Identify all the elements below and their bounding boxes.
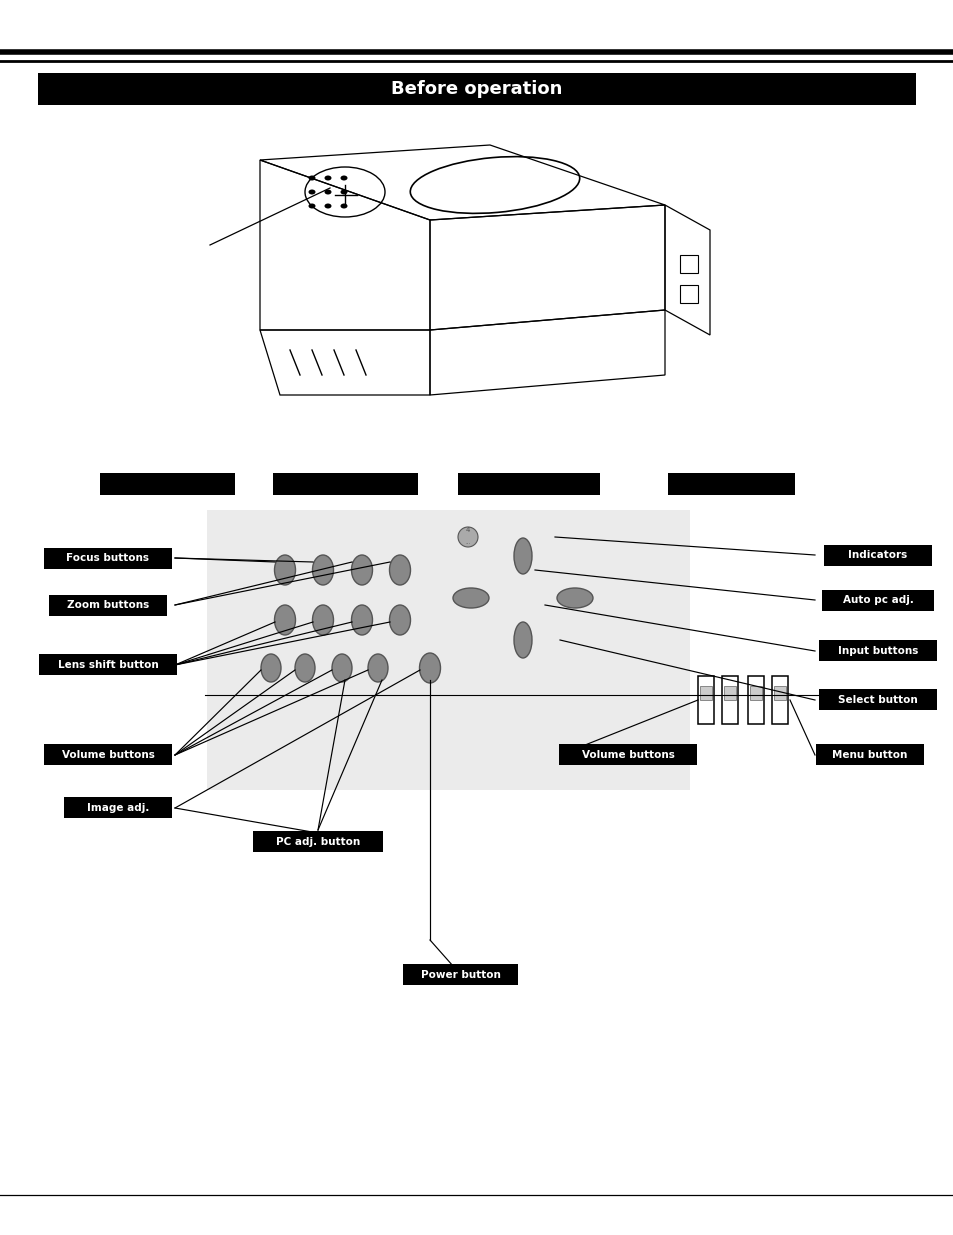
Bar [558, 745, 697, 766]
Text: Menu button: Menu button [831, 750, 906, 760]
Ellipse shape [453, 588, 489, 608]
Bar [44, 547, 172, 568]
Bar [64, 798, 172, 819]
Ellipse shape [261, 655, 281, 682]
Bar [815, 745, 923, 766]
Ellipse shape [514, 538, 532, 574]
Ellipse shape [308, 204, 315, 209]
Ellipse shape [389, 555, 410, 585]
Ellipse shape [389, 605, 410, 635]
Bar [821, 589, 933, 610]
Bar [44, 745, 172, 766]
Bar [100, 473, 234, 495]
Bar [723, 685, 735, 700]
Text: Volume buttons: Volume buttons [581, 750, 674, 760]
Bar [207, 510, 689, 790]
Bar [698, 676, 713, 724]
Ellipse shape [557, 588, 593, 608]
Bar [749, 685, 761, 700]
Text: Lens shift button: Lens shift button [57, 659, 158, 671]
Ellipse shape [340, 189, 347, 194]
Ellipse shape [313, 555, 334, 585]
Ellipse shape [324, 175, 331, 180]
Ellipse shape [324, 189, 331, 194]
Text: Focus buttons: Focus buttons [67, 553, 150, 563]
Ellipse shape [419, 653, 440, 683]
Ellipse shape [457, 527, 477, 547]
Ellipse shape [274, 555, 295, 585]
Bar [403, 965, 518, 986]
Text: Zoom buttons: Zoom buttons [67, 600, 149, 610]
Ellipse shape [340, 204, 347, 209]
Bar [273, 473, 417, 495]
Text: PC adj. button: PC adj. button [275, 837, 359, 847]
Bar [721, 676, 738, 724]
Ellipse shape [340, 175, 347, 180]
Text: Volume buttons: Volume buttons [62, 750, 154, 760]
Text: 4: 4 [465, 527, 470, 534]
Bar [39, 655, 177, 676]
Bar [679, 254, 698, 273]
Bar [818, 641, 936, 662]
Bar [49, 594, 167, 615]
Bar [667, 473, 794, 495]
Ellipse shape [332, 655, 352, 682]
Bar [457, 473, 599, 495]
Ellipse shape [313, 605, 334, 635]
Ellipse shape [351, 605, 372, 635]
Text: Before operation: Before operation [391, 80, 562, 98]
Bar [253, 831, 382, 852]
Ellipse shape [294, 655, 314, 682]
Text: Indicators: Indicators [847, 550, 906, 559]
Ellipse shape [324, 204, 331, 209]
Bar [679, 285, 698, 303]
Bar [38, 73, 915, 105]
Text: Image adj.: Image adj. [87, 803, 149, 813]
Text: Auto pc adj.: Auto pc adj. [841, 595, 912, 605]
Ellipse shape [514, 622, 532, 658]
Ellipse shape [274, 605, 295, 635]
Bar [771, 676, 787, 724]
Bar [773, 685, 785, 700]
Bar [700, 685, 711, 700]
Ellipse shape [308, 189, 315, 194]
Ellipse shape [308, 175, 315, 180]
Bar [823, 545, 931, 566]
Text: Power button: Power button [420, 969, 500, 981]
Text: Input buttons: Input buttons [837, 646, 917, 656]
Text: ...: ... [465, 540, 470, 545]
Ellipse shape [368, 655, 388, 682]
Text: Select button: Select button [838, 695, 917, 705]
Ellipse shape [351, 555, 372, 585]
Bar [818, 689, 936, 710]
Bar [747, 676, 763, 724]
